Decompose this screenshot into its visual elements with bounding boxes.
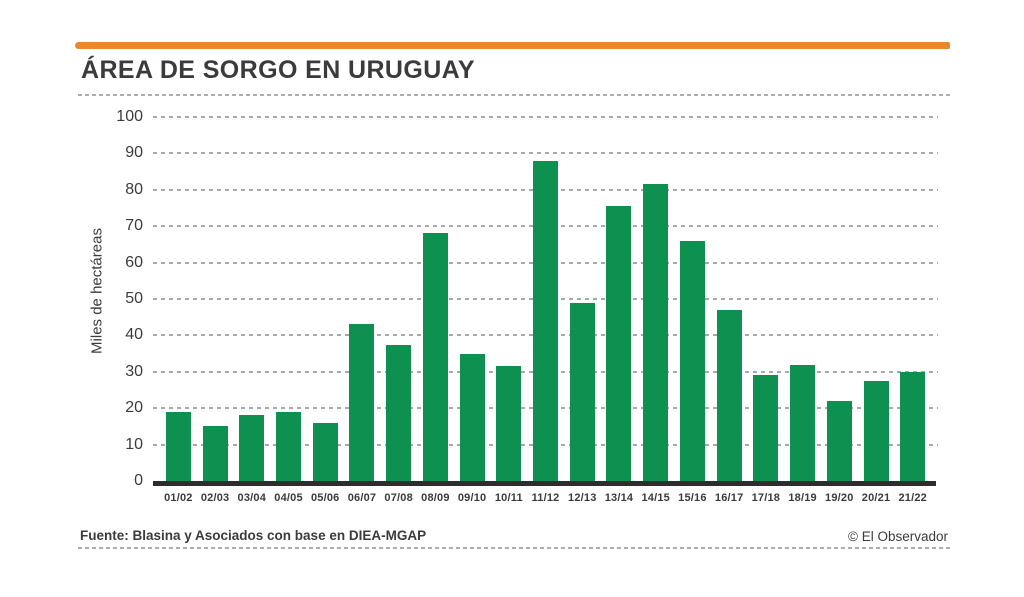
bar [349,324,375,481]
bar-slot [270,117,307,481]
x-tick-label: 09/10 [457,492,487,504]
x-tick-label: 15/16 [678,492,707,504]
credit-text: © El Observador [848,529,948,544]
y-tick-label: 50 [125,290,143,307]
bar [606,206,632,481]
footer-separator [78,547,951,549]
bar [826,400,852,481]
y-tick-label: 100 [116,108,143,125]
x-tick-label: 19/20 [825,492,854,504]
bar [643,184,669,481]
x-tick-label: 04/05 [274,492,303,504]
x-tick-label: 08/09 [421,492,450,504]
bar-slot [344,117,381,481]
bar [569,302,595,481]
bar-slot [380,117,417,481]
bar-slot [527,117,564,481]
bar-slot [748,117,785,481]
x-tick-label: 18/19 [788,492,817,504]
y-tick-label: 90 [125,144,143,162]
bar [312,422,338,481]
x-tick-label: 14/15 [641,492,670,504]
bar [533,160,559,481]
bar [900,371,926,481]
y-tick-label: 80 [125,180,143,198]
bar [239,415,265,481]
bar-slot [821,117,858,481]
y-tick-label: 40 [125,326,143,344]
x-axis-labels: 01/02 02/03 03/04 04/05 05/06 06/07 07/08 08/09… [160,492,931,504]
page-title: ÁREA DE SORGO EN URUGUAY [81,56,475,84]
bar-slot [454,117,491,481]
y-tick-label: 20 [125,399,143,417]
title-separator [78,94,950,96]
bar [202,426,228,481]
bar-slot [197,117,234,481]
y-tick-label: 10 [125,435,143,453]
bar-slot [711,117,748,481]
x-tick-label: 16/17 [714,492,744,504]
x-tick-label: 01/02 [164,492,193,504]
plot-area: 0 10 20 30 40 50 60 70 80 90 100 [116,109,938,489]
bar-slot [674,117,711,481]
bar-slot [160,117,197,481]
y-tick-label: 70 [125,217,143,235]
x-tick-label: 02/03 [200,492,230,504]
x-tick-label: 05/06 [310,492,340,504]
y-tick-label: 30 [125,362,143,380]
bar-slot [233,117,270,481]
x-tick-label: 10/11 [494,492,523,504]
bar [753,375,779,481]
bar [863,380,889,481]
bar [496,366,522,481]
bar [716,309,742,481]
x-tick-label: 07/08 [384,492,413,504]
bar-slot [894,117,931,481]
y-tick-label: 60 [125,253,143,271]
x-axis-baseline [153,481,936,486]
bar-slot [601,117,638,481]
bars [160,117,931,481]
bar-slot [490,117,527,481]
bar-slot [784,117,821,481]
x-tick-label: 13/14 [604,492,634,504]
bar-slot [564,117,601,481]
bar [276,411,302,481]
x-tick-label: 06/07 [347,492,377,504]
bar [679,240,705,481]
bar-slot [858,117,895,481]
x-tick-label: 17/18 [751,492,781,504]
bar-slot [307,117,344,481]
bar-slot [637,117,674,481]
gridline [153,116,938,118]
x-tick-label: 21/22 [898,492,927,504]
bar [790,364,816,481]
bar [165,411,191,481]
bar [422,233,448,481]
x-tick-label: 03/04 [237,492,267,504]
bar [459,353,485,481]
bar-slot [417,117,454,481]
bar [386,344,412,481]
x-tick-label: 12/13 [568,492,597,504]
y-tick-label: 0 [134,472,143,489]
x-tick-label: 11/12 [531,492,560,504]
source-text: Fuente: Blasina y Asociados con base en … [80,528,427,543]
x-tick-label: 20/21 [861,492,891,504]
accent-rule [75,42,950,49]
gridline [153,152,938,155]
y-axis-ticks: 0 10 20 30 40 50 60 70 80 90 100 [98,109,143,489]
